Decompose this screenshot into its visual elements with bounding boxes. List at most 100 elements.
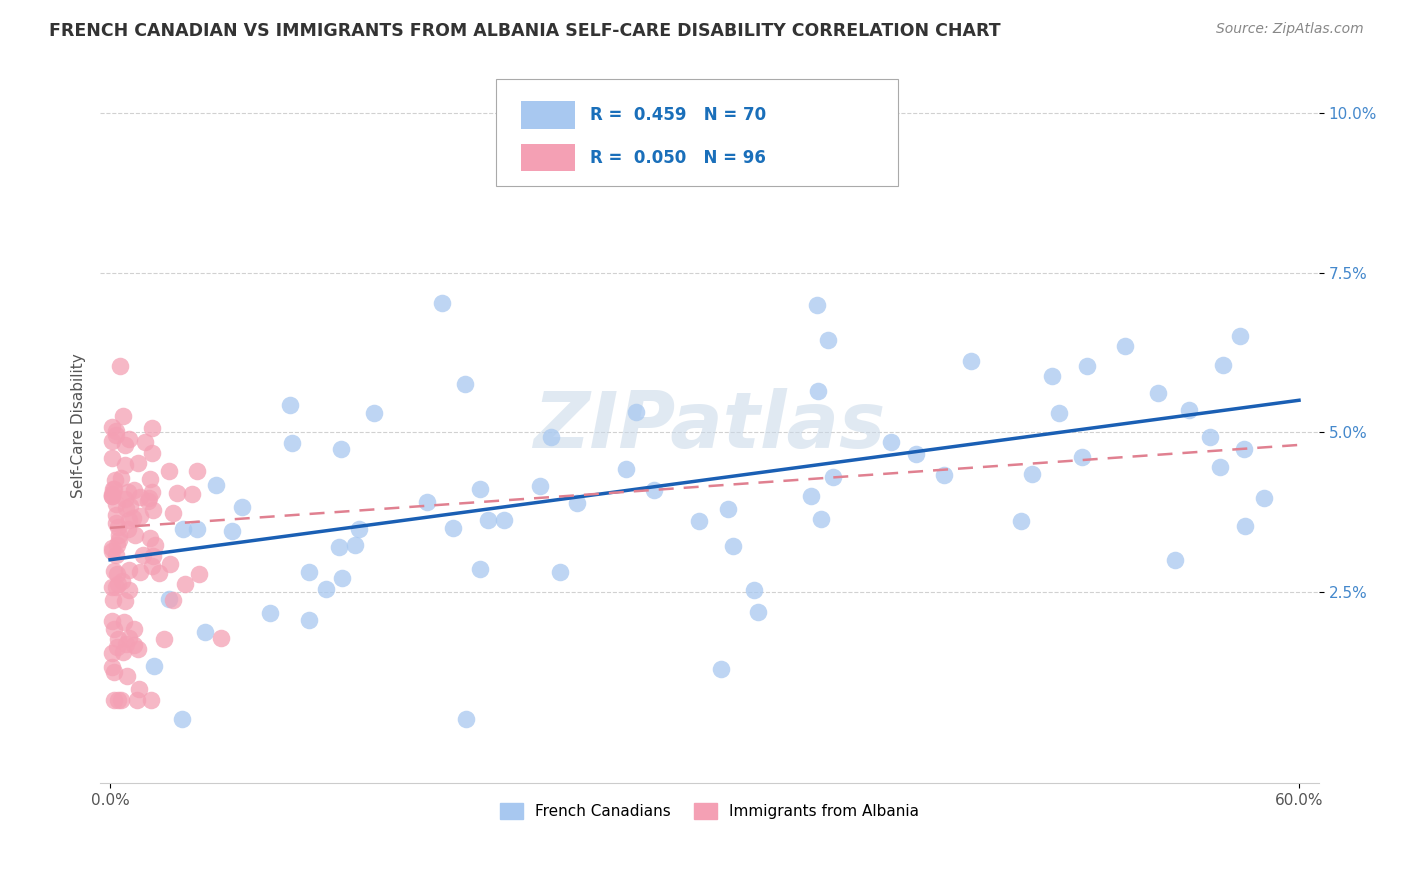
Point: [101, 489, 124, 503]
Point: [800, 490, 823, 504]
Point: [806, 298, 828, 312]
Point: [614, 461, 637, 475]
Text: FRENCH CANADIAN VS IMMIGRANTS FROM ALBANIA SELF-CARE DISABILITY CORRELATION CHAR: FRENCH CANADIAN VS IMMIGRANTS FROM ALBAN…: [49, 22, 1001, 40]
Point: [1233, 442, 1256, 456]
Point: [624, 405, 647, 419]
Point: [453, 376, 475, 391]
Point: [153, 632, 176, 646]
Point: [166, 485, 188, 500]
Point: [492, 513, 515, 527]
Point: [105, 428, 128, 442]
Point: [127, 641, 149, 656]
Point: [1229, 328, 1251, 343]
Point: [103, 622, 125, 636]
Point: [960, 354, 983, 368]
Point: [101, 420, 124, 434]
Point: [107, 632, 129, 646]
Point: [721, 539, 744, 553]
FancyBboxPatch shape: [520, 102, 575, 128]
Point: [117, 522, 139, 536]
Point: [142, 549, 165, 563]
Point: [148, 566, 170, 580]
Point: [315, 582, 337, 596]
Point: [298, 614, 321, 628]
Text: R =  0.459   N = 70: R = 0.459 N = 70: [591, 106, 766, 124]
Point: [111, 645, 134, 659]
Point: [114, 438, 136, 452]
Point: [298, 566, 321, 580]
Point: [101, 434, 124, 448]
Point: [141, 693, 163, 707]
Point: [105, 508, 128, 522]
Point: [742, 583, 765, 598]
Point: [101, 482, 124, 496]
Point: [550, 565, 572, 579]
Point: [141, 558, 163, 573]
Point: [118, 432, 141, 446]
Point: [747, 605, 769, 619]
Point: [477, 513, 499, 527]
Point: [131, 549, 153, 563]
Point: [540, 430, 562, 444]
Point: [141, 421, 163, 435]
Point: [186, 464, 208, 478]
Point: [416, 494, 439, 508]
Point: [181, 487, 204, 501]
Text: Source: ZipAtlas.com: Source: ZipAtlas.com: [1216, 22, 1364, 37]
Point: [114, 491, 136, 506]
FancyBboxPatch shape: [520, 145, 575, 171]
Point: [101, 660, 124, 674]
Point: [103, 564, 125, 578]
Point: [823, 470, 845, 484]
Point: [124, 638, 146, 652]
Point: [124, 483, 146, 497]
Point: [101, 614, 124, 628]
Point: [101, 489, 124, 503]
Point: [905, 446, 928, 460]
Point: [170, 712, 193, 726]
Point: [134, 435, 156, 450]
Point: [328, 540, 350, 554]
Point: [107, 533, 129, 548]
Point: [129, 509, 152, 524]
Point: [125, 693, 148, 707]
Point: [1198, 430, 1220, 444]
Point: [1212, 359, 1234, 373]
Point: [111, 409, 134, 423]
Point: [162, 506, 184, 520]
Point: [281, 436, 304, 450]
FancyBboxPatch shape: [496, 79, 898, 186]
Point: [101, 450, 124, 465]
Point: [441, 521, 464, 535]
Point: [1233, 519, 1256, 533]
Point: [1040, 368, 1063, 383]
Point: [103, 665, 125, 680]
Point: [430, 296, 453, 310]
Point: [105, 539, 128, 553]
Point: [110, 471, 132, 485]
Point: [139, 531, 162, 545]
Legend: French Canadians, Immigrants from Albania: French Canadians, Immigrants from Albani…: [494, 797, 925, 825]
Point: [1021, 467, 1043, 481]
Point: [231, 500, 253, 514]
Point: [1071, 450, 1094, 465]
Point: [129, 490, 152, 504]
Point: [932, 468, 955, 483]
Point: [1147, 386, 1170, 401]
Point: [107, 577, 129, 591]
Point: [329, 442, 352, 456]
Point: [101, 580, 124, 594]
Point: [716, 502, 738, 516]
Point: [107, 693, 129, 707]
Point: [1164, 553, 1187, 567]
Point: [1010, 514, 1032, 528]
Point: [330, 571, 353, 585]
Point: [141, 446, 163, 460]
Point: [115, 637, 138, 651]
Point: [157, 591, 180, 606]
Point: [344, 538, 367, 552]
Point: [159, 557, 181, 571]
Point: [157, 464, 180, 478]
Point: [529, 479, 551, 493]
Point: [105, 566, 128, 581]
